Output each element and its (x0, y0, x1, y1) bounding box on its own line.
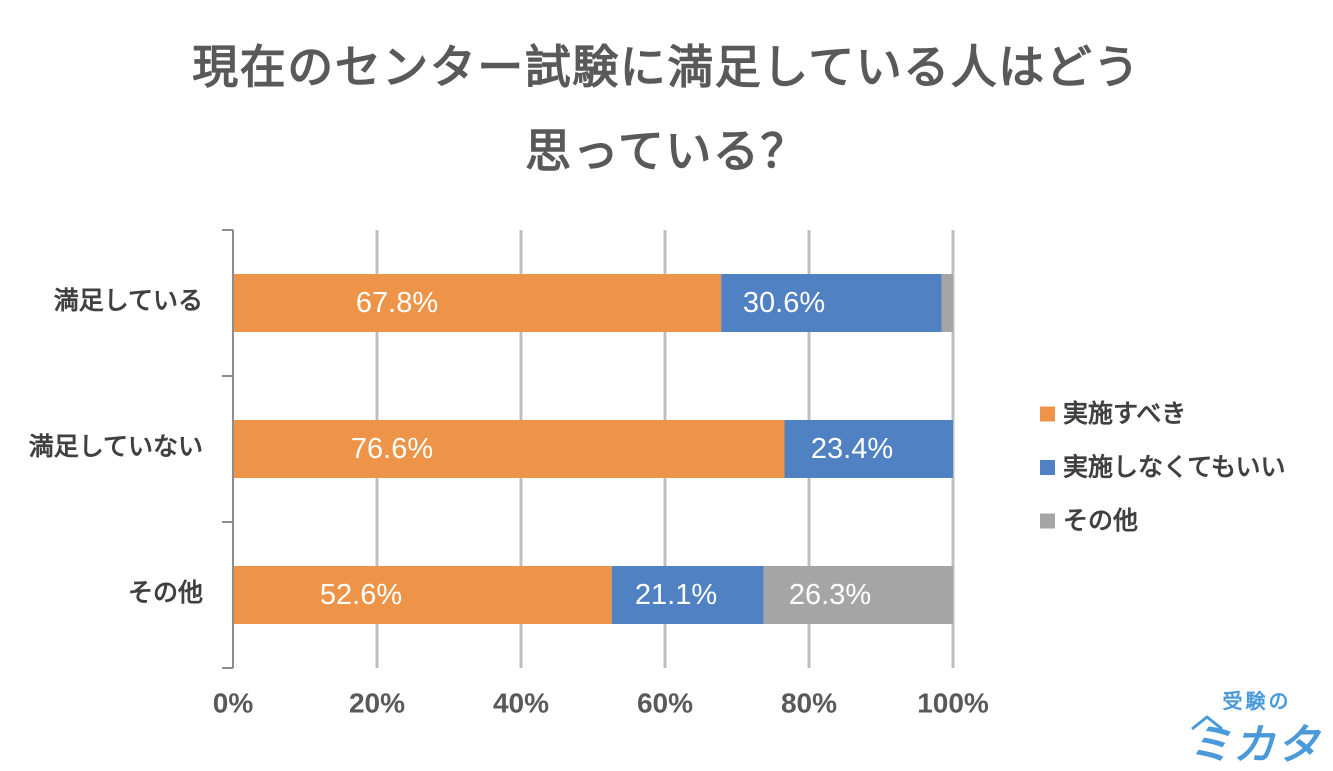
data-label: 30.6% (743, 287, 825, 319)
data-label: 23.4% (811, 433, 893, 465)
data-label: 52.6% (320, 579, 402, 611)
bar-segment-s3-c3 (763, 566, 953, 624)
category-label: 満足していない (29, 433, 203, 461)
bar-segment-s2-c3 (611, 566, 764, 624)
x-tick-label: 100% (917, 688, 989, 719)
bars (233, 274, 953, 624)
logo-subtitle: 受験の (1222, 691, 1292, 713)
data-labels: 67.8% 30.6% 76.6% 23.4% 52.6% 21.1% 26.3% (320, 287, 893, 611)
legend-item: 実施すべき (1040, 399, 1186, 428)
legend-item: 実施しなくてもいい (1040, 453, 1286, 482)
x-tick-label: 0% (213, 688, 254, 719)
x-tick-label: 60% (637, 688, 693, 719)
chart-title-line-2: 思っている？ (525, 125, 808, 177)
legend-label: 実施しなくてもいい (1063, 453, 1286, 482)
legend-marker (1040, 406, 1055, 422)
x-tick-label: 20% (349, 688, 405, 719)
legend-marker (1040, 513, 1055, 529)
category-label: 満足している (54, 287, 203, 315)
logo-wordmark: ミカタ (1188, 721, 1321, 768)
x-tick-label: 40% (493, 688, 549, 719)
data-label: 67.8% (356, 287, 438, 319)
data-label: 21.1% (635, 579, 717, 611)
x-tick-label: 80% (781, 688, 837, 719)
bar-segment-s2-c2 (784, 420, 953, 478)
chart-title-line-1: 現在のセンター試験に満足している人はどう (192, 41, 1141, 93)
bar-segment-s2-c1 (721, 274, 942, 332)
bar-segment-s1-c2 (233, 420, 785, 478)
data-label: 76.6% (351, 433, 433, 465)
bar-segment-s3-c1 (941, 274, 953, 332)
category-label: その他 (128, 579, 203, 607)
legend-marker (1040, 460, 1055, 475)
data-label: 26.3% (789, 579, 871, 611)
bar-segment-s1-c1 (233, 274, 722, 332)
legend-label: その他 (1063, 507, 1138, 535)
legend-item: その他 (1040, 507, 1138, 535)
bar-segment-s1-c3 (233, 566, 612, 624)
legend-label: 実施すべき (1063, 399, 1186, 428)
logo-roof-icon (1191, 715, 1223, 731)
